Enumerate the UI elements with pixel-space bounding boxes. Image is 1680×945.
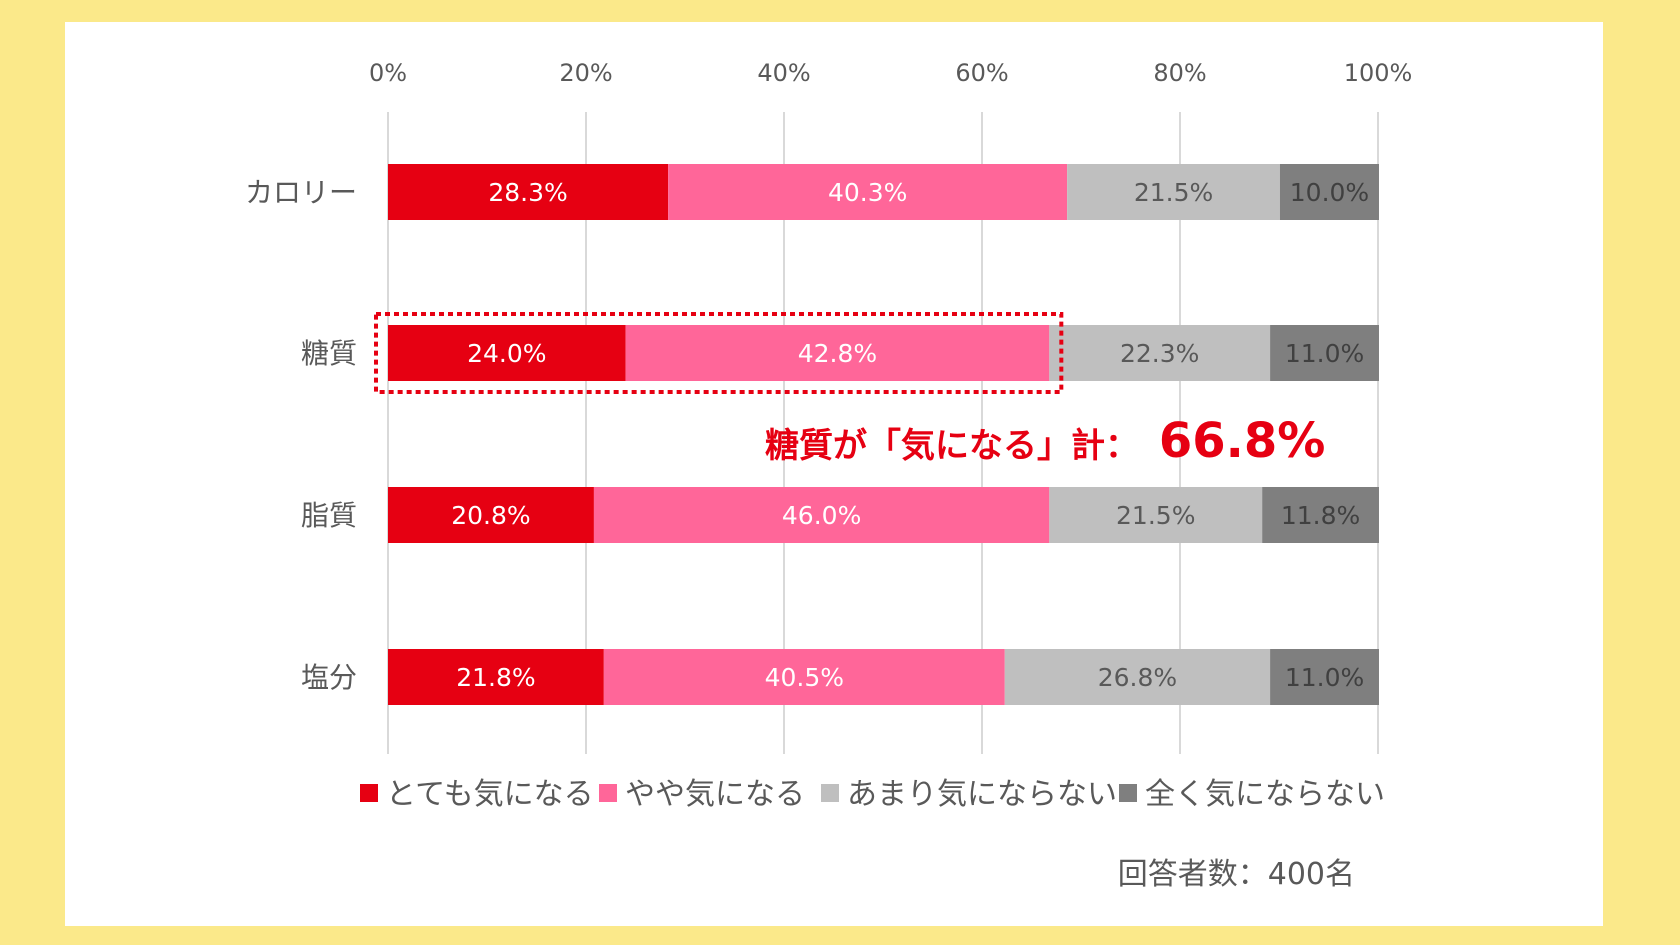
data-label: 10.0% xyxy=(1290,178,1369,207)
category-label: 糖質 xyxy=(301,337,357,370)
callout-text: 糖質が「気になる」計： 66.8% xyxy=(765,413,1325,469)
bar-segment xyxy=(388,649,604,705)
callout-label: 糖質が「気になる」計： xyxy=(765,426,1139,466)
bars: 28.3% 40.3% 21.5% 10.0% 24.0% 42.8% 22.3% 11.0%… xyxy=(388,164,1379,705)
data-label: 20.8% xyxy=(451,501,530,530)
legend-swatch xyxy=(1119,784,1137,802)
data-label: 21.8% xyxy=(456,663,535,692)
bar-segment xyxy=(1279,164,1379,220)
data-label: 21.5% xyxy=(1134,178,1213,207)
bar-segment xyxy=(668,164,1068,220)
legend-swatch xyxy=(360,784,378,802)
x-axis-ticks: 0% 20% 40% 60% 80% 100% xyxy=(369,59,1412,87)
data-label: 22.3% xyxy=(1120,339,1199,368)
data-label: 28.3% xyxy=(488,178,567,207)
bar-segment xyxy=(1004,649,1271,705)
data-label: 26.8% xyxy=(1098,663,1177,692)
x-tick-label: 40% xyxy=(757,59,810,87)
category-label: 脂質 xyxy=(301,499,357,532)
legend: とても気になる やや気になる あまり気にならない 全く気にならない xyxy=(360,777,1385,812)
bar-segment xyxy=(1049,487,1263,543)
legend-swatch xyxy=(599,784,617,802)
x-tick-label: 0% xyxy=(369,59,407,87)
bar-segment xyxy=(1270,325,1379,381)
x-tick-label: 80% xyxy=(1153,59,1206,87)
data-label: 40.5% xyxy=(765,663,844,692)
data-label: 46.0% xyxy=(782,501,861,530)
legend-label: 全く気にならない xyxy=(1145,777,1385,812)
data-label: 24.0% xyxy=(467,339,546,368)
x-tick-label: 60% xyxy=(955,59,1008,87)
x-tick-label: 100% xyxy=(1344,59,1413,87)
data-label: 11.0% xyxy=(1285,339,1364,368)
bar-segment xyxy=(603,649,1005,705)
bar-segment xyxy=(1049,325,1271,381)
chart-panel: 0% 20% 40% 60% 80% 100% カロリー糖質脂質塩分 28.3% 40.3%… xyxy=(65,22,1603,926)
data-label: 40.3% xyxy=(828,178,907,207)
legend-label: やや気になる xyxy=(625,777,805,812)
bar-segment xyxy=(388,325,626,381)
x-tick-label: 20% xyxy=(559,59,612,87)
bar-segment xyxy=(1262,487,1379,543)
respondent-count-note: 回答者数：400名 xyxy=(1118,857,1355,892)
bar-segment xyxy=(1067,164,1280,220)
legend-swatch xyxy=(821,784,839,802)
bar-segment xyxy=(388,164,669,220)
data-label: 42.8% xyxy=(798,339,877,368)
legend-label: あまり気にならない xyxy=(847,777,1117,812)
data-label: 11.8% xyxy=(1281,501,1360,530)
bar-segment xyxy=(593,487,1050,543)
legend-label: とても気になる xyxy=(386,777,594,812)
bar-segment xyxy=(388,487,594,543)
category-label: 塩分 xyxy=(301,661,357,694)
bar-segment xyxy=(625,325,1050,381)
callout: 糖質が「気になる」計： 66.8% xyxy=(374,312,1325,469)
category-label: カロリー xyxy=(245,176,357,209)
data-label: 11.0% xyxy=(1285,663,1364,692)
bar-segment xyxy=(1270,649,1379,705)
callout-highlight-box xyxy=(374,312,1064,394)
data-label: 21.5% xyxy=(1116,501,1195,530)
callout-value: 66.8% xyxy=(1159,413,1326,469)
